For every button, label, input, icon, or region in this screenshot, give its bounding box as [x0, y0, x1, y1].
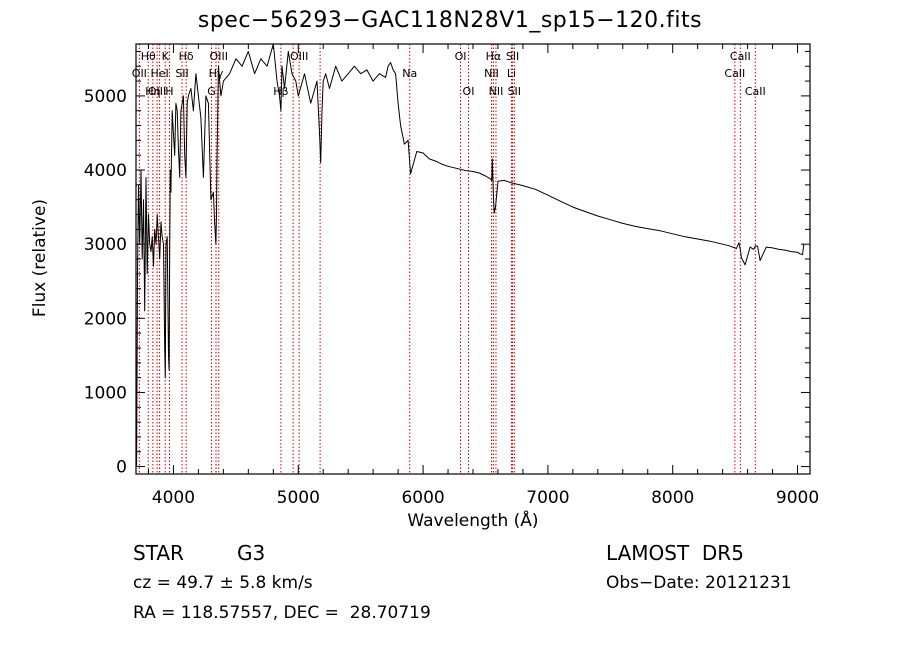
line-label: NII — [489, 85, 504, 98]
y-tick-label: 5000 — [84, 87, 127, 107]
line-label: Hη — [145, 85, 160, 98]
y-tick-label: 3000 — [84, 235, 127, 255]
line-label: OIII — [148, 85, 166, 98]
x-tick-label: 5000 — [277, 488, 320, 508]
survey-name: LAMOST DR5 — [606, 541, 744, 565]
x-tick-label: 7000 — [526, 488, 569, 508]
coordinates: RA = 118.57557, DEC = 28.70719 — [133, 603, 431, 623]
line-label: Li — [507, 67, 516, 80]
y-tick-label: 0 — [116, 458, 127, 478]
x-tick-label: 6000 — [401, 488, 444, 508]
line-label: Hβ — [273, 85, 288, 98]
axis-ticks — [136, 44, 810, 474]
chart-title: spec−56293−GAC118N28V1_sp15−120.fits — [197, 8, 703, 33]
object-class: STAR — [133, 541, 184, 565]
obs-date: Obs−Date: 20121231 — [606, 573, 792, 593]
y-axis-label: Flux (relative) — [30, 198, 50, 318]
y-tick-label: 2000 — [84, 309, 127, 329]
x-tick-label: 8000 — [651, 488, 694, 508]
line-label: SII — [506, 50, 519, 63]
line-label: Hγ — [209, 67, 224, 80]
line-label: OIII — [290, 50, 308, 63]
axis-tick-labels: 4000 5000 6000 7000 8000 9000 0 1000 2000 3000 400… — [84, 87, 819, 508]
x-tick-label: 4000 — [152, 488, 195, 508]
line-label: Hδ — [179, 50, 194, 63]
line-label: CaII — [730, 50, 751, 63]
redshift-text: cz = 49.7 ± 5.8 km/s — [133, 573, 313, 593]
line-label: K — [162, 50, 170, 63]
line-label: SII — [175, 67, 188, 80]
line-label: Hθ — [141, 50, 156, 63]
line-label: NII — [484, 67, 499, 80]
spectrum-line — [135, 43, 805, 468]
y-tick-label: 1000 — [84, 383, 127, 403]
x-axis-label: Wavelength (Å) — [407, 511, 539, 531]
line-label: G — [207, 85, 216, 98]
line-label: H — [165, 85, 173, 98]
line-label: CaII — [745, 85, 766, 98]
line-label: OI — [455, 50, 467, 63]
y-tick-label: 4000 — [84, 161, 127, 181]
line-markers — [138, 44, 756, 474]
line-label: Na — [402, 67, 417, 80]
line-label: Hα — [486, 50, 502, 63]
line-label: OII — [132, 67, 147, 80]
line-label: CaII — [724, 67, 745, 80]
x-tick-label: 9000 — [776, 488, 819, 508]
line-label: OIII — [210, 50, 228, 63]
line-label: SII — [508, 85, 521, 98]
line-label: OI — [463, 85, 475, 98]
plot-frame — [135, 43, 811, 475]
object-subclass: G3 — [237, 541, 266, 565]
line-label: HeI — [150, 67, 168, 80]
